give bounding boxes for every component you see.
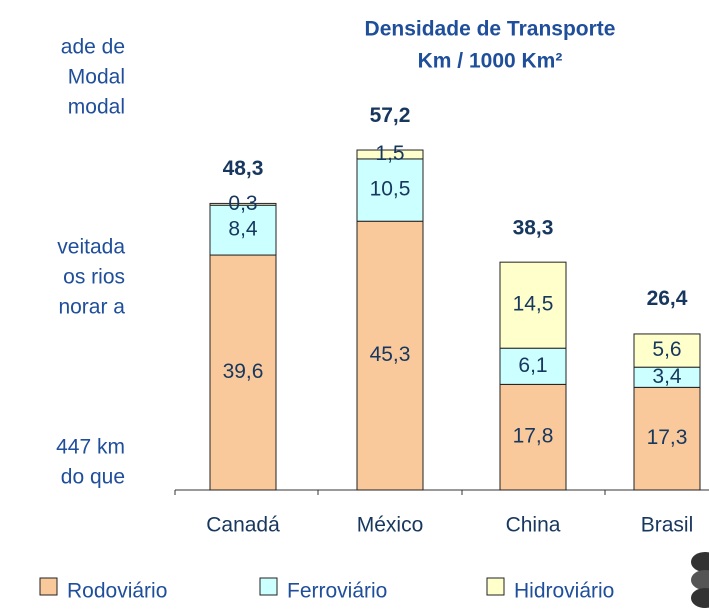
body-text: ade de bbox=[61, 36, 125, 59]
total-label: 26,4 bbox=[647, 287, 688, 310]
legend-label: Ferroviário bbox=[287, 580, 387, 603]
legend-label: Rodoviário bbox=[67, 580, 167, 603]
bar-segment bbox=[499, 261, 567, 349]
bar-segment bbox=[356, 149, 424, 160]
value-label: 39,6 bbox=[223, 360, 264, 383]
value-label: 10,5 bbox=[370, 178, 411, 201]
legend-label: Hidroviário bbox=[514, 580, 614, 603]
x-tick-label: China bbox=[506, 514, 561, 537]
value-label: 0,3 bbox=[228, 192, 257, 215]
legend-swatch bbox=[486, 577, 505, 596]
body-text: Modal bbox=[68, 66, 125, 89]
value-label: 1,5 bbox=[375, 142, 404, 165]
body-text: do que bbox=[61, 466, 125, 489]
body-text: 447 km bbox=[56, 436, 125, 459]
value-label: 8,4 bbox=[228, 218, 258, 241]
value-label: 3,4 bbox=[652, 365, 682, 388]
bar-segment bbox=[356, 220, 424, 491]
total-label: 57,2 bbox=[370, 104, 411, 127]
x-tick-label: Brasil bbox=[641, 514, 694, 537]
total-label: 48,3 bbox=[223, 157, 264, 180]
value-label: 6,1 bbox=[518, 354, 547, 377]
bar-segment bbox=[209, 202, 277, 206]
value-label: 45,3 bbox=[370, 343, 411, 366]
body-text: norar a bbox=[58, 296, 125, 319]
body-text: os rios bbox=[63, 266, 125, 289]
chart-title: Densidade de Transporte bbox=[365, 18, 616, 41]
x-tick-label: México bbox=[357, 514, 424, 537]
legend-swatch bbox=[39, 577, 58, 596]
value-label: 5,6 bbox=[652, 338, 681, 361]
value-label: 17,3 bbox=[647, 426, 688, 449]
bar-segment bbox=[209, 254, 277, 491]
bar-segment bbox=[499, 347, 567, 385]
body-text: veitada bbox=[57, 236, 125, 259]
body-text: modal bbox=[68, 96, 125, 119]
icon bbox=[691, 552, 709, 608]
total-label: 38,3 bbox=[513, 216, 554, 239]
value-label: 17,8 bbox=[513, 425, 554, 448]
chart-subtitle: Km / 1000 Km² bbox=[418, 50, 563, 73]
x-tick-label: Canadá bbox=[206, 514, 280, 537]
bar-segment bbox=[633, 333, 701, 368]
value-label: 14,5 bbox=[513, 293, 554, 316]
legend-swatch bbox=[259, 577, 278, 596]
